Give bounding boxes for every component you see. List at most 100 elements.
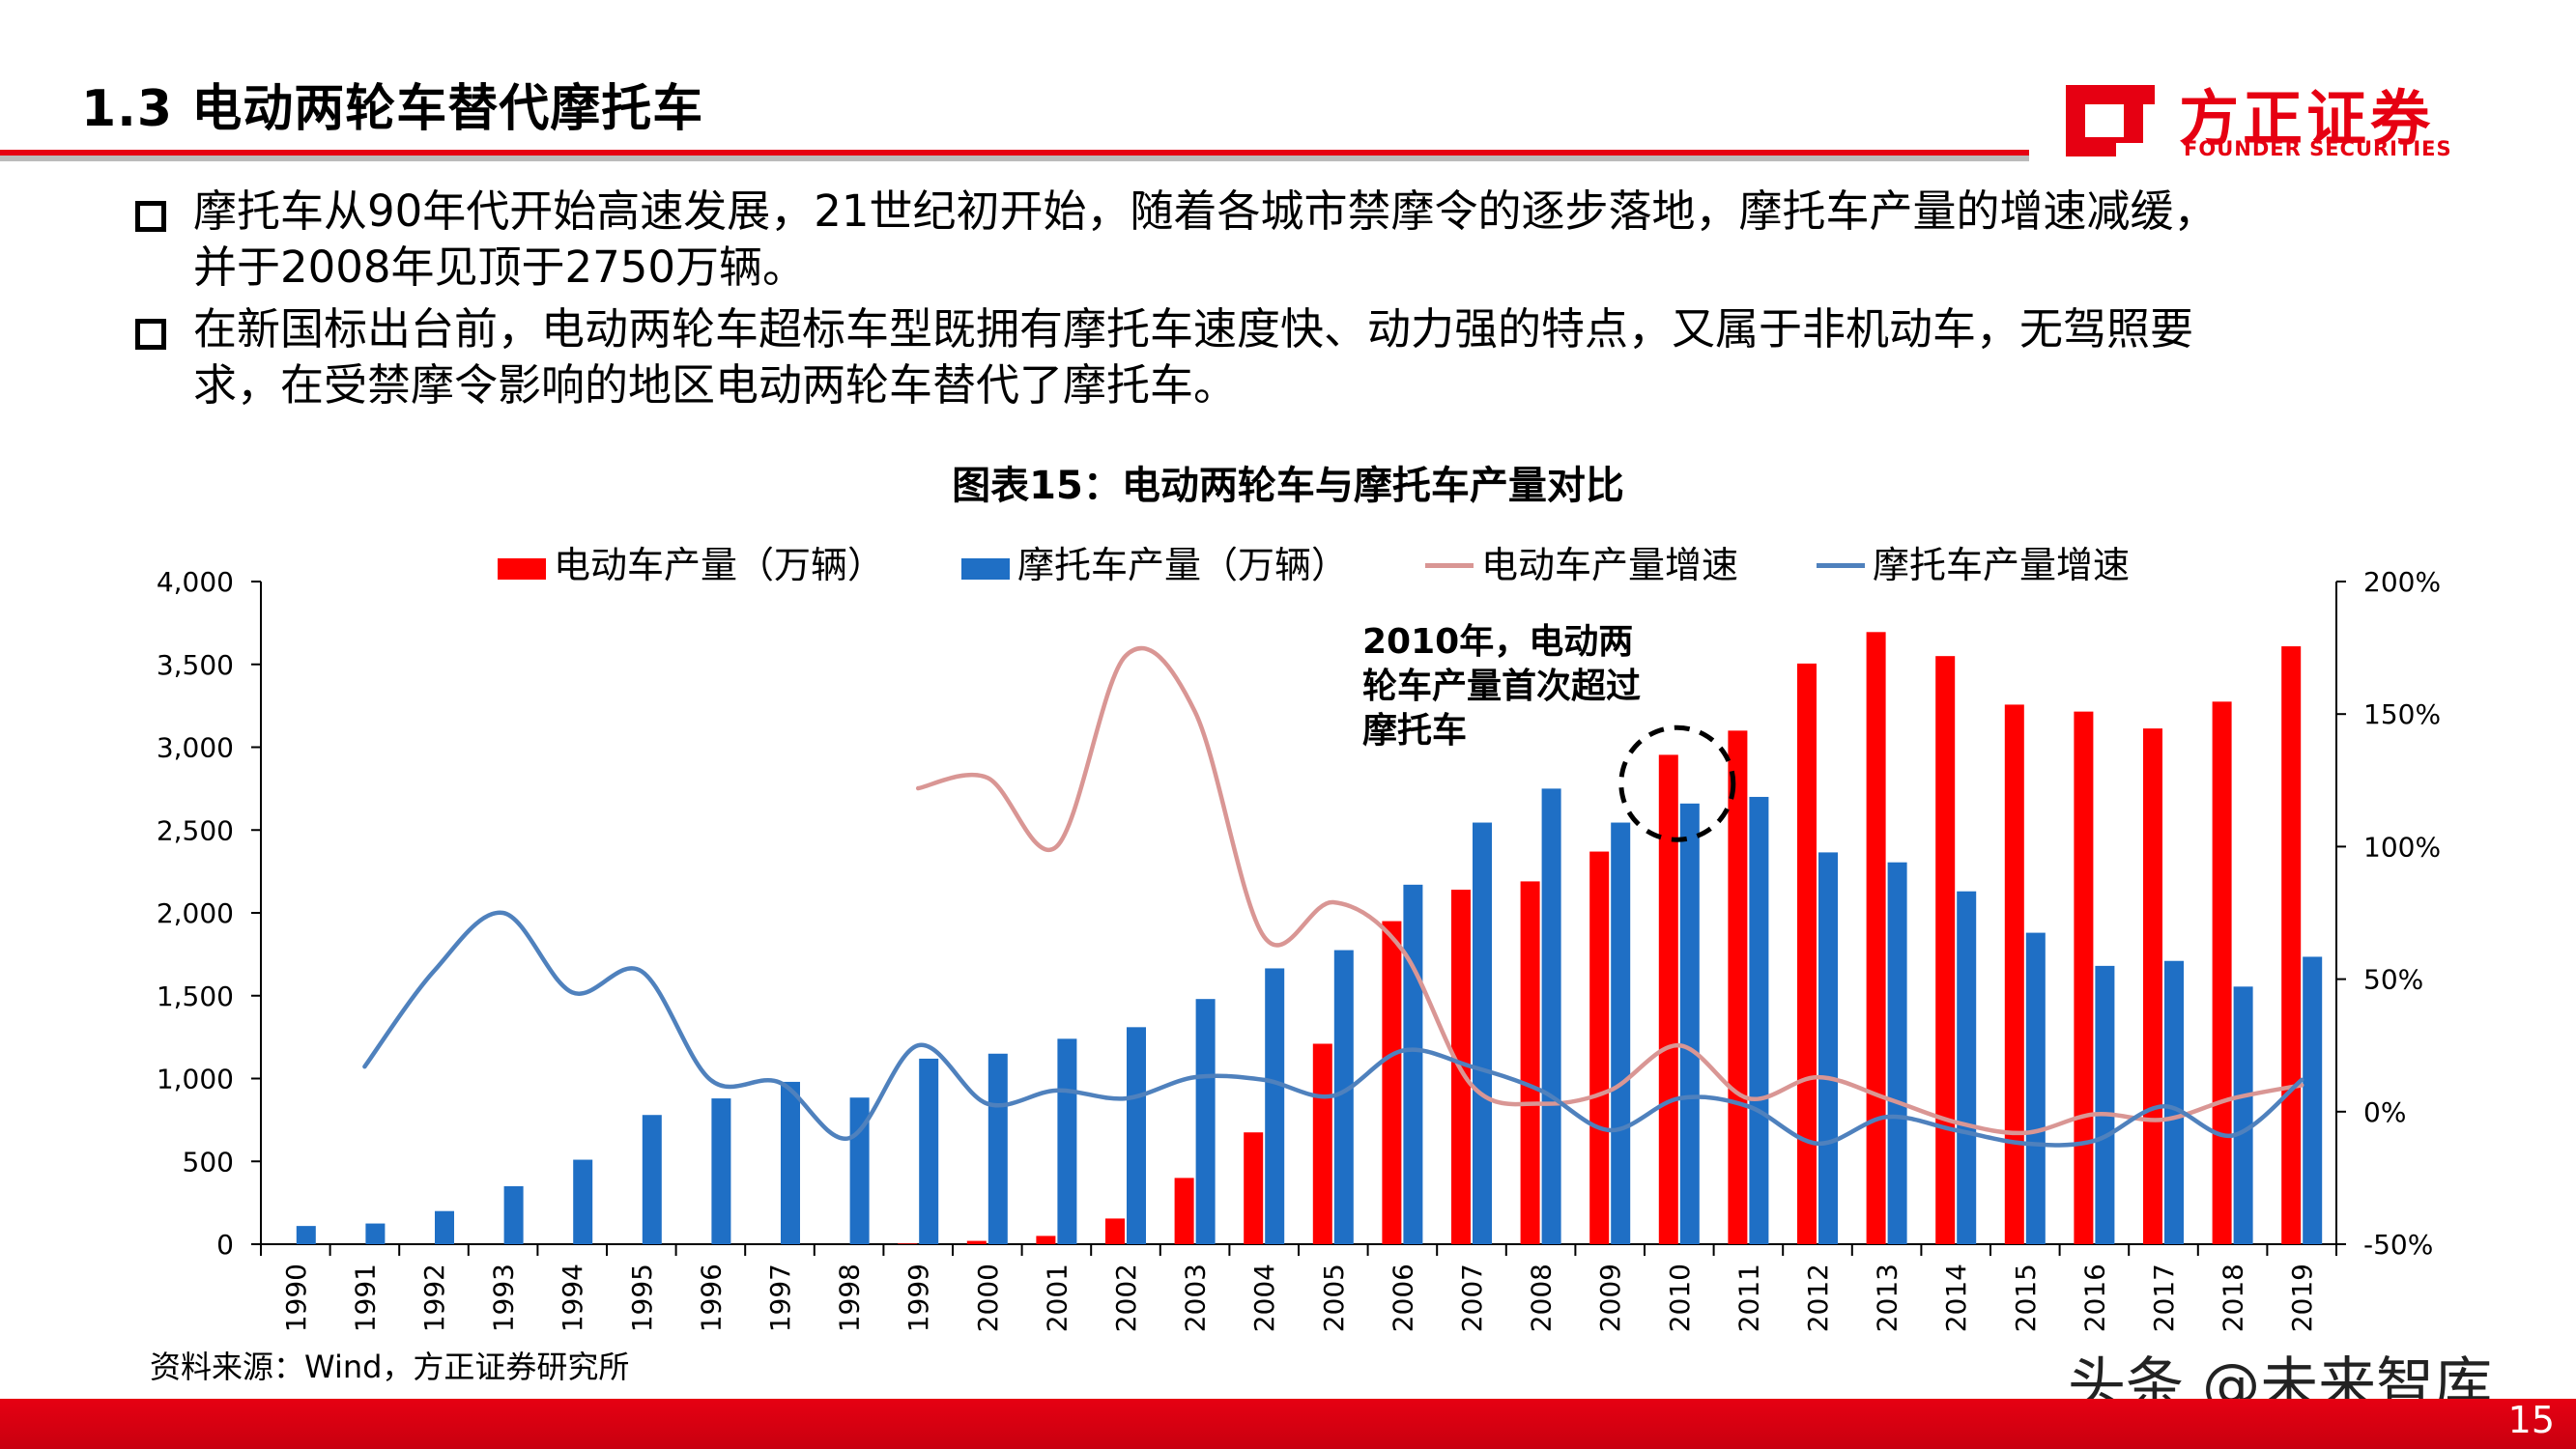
annotation-text-line: 轮车产量首次超过 — [1362, 667, 1641, 706]
bullet-item: 摩托车从90年代开始高速发展，21世纪初开始，随着各城市禁摩令的逐步落地，摩托车… — [135, 184, 2454, 296]
y-left-tick-label: 4,000 — [157, 566, 234, 598]
legend-label: 摩托车产量增速 — [1873, 544, 2131, 586]
ebike-output-bar — [1866, 632, 1886, 1244]
x-tick-label: 2001 — [1041, 1264, 1073, 1332]
legend-label: 电动车产量增速 — [1481, 544, 1739, 586]
annotation-dashed-circle — [1618, 724, 1736, 842]
bullet-text-line: 求，在受禁摩令影响的地区电动两轮车替代了摩托车。 — [193, 359, 1238, 411]
y-left-tick-label: 500 — [183, 1146, 234, 1178]
x-tick-label: 2003 — [1180, 1264, 1212, 1332]
ebike-output-bar — [2004, 704, 2024, 1244]
ebike-output-bar — [1935, 656, 1956, 1244]
y-right-tick-label: 200% — [2363, 566, 2441, 598]
moto-output-bar — [642, 1115, 662, 1244]
x-tick-label: 1999 — [902, 1264, 934, 1332]
moto-output-bar — [365, 1223, 386, 1244]
ebike-output-bar — [1589, 851, 1610, 1244]
x-tick-label: 2002 — [1110, 1264, 1142, 1332]
y-left-tick-label: 1,000 — [157, 1064, 234, 1095]
y-right-tick-label: 150% — [2363, 698, 2441, 730]
ebike-output-bar — [2143, 728, 2162, 1244]
ebike-output-bar — [1105, 1218, 1125, 1244]
x-tick-label: 2016 — [2078, 1264, 2110, 1332]
x-tick-label: 1997 — [764, 1264, 796, 1332]
bullet-square-icon — [135, 201, 166, 232]
ebike-output-bar — [1797, 663, 1817, 1244]
annotation-text-line: 2010年，电动两 — [1362, 622, 1633, 662]
footer-bar — [0, 1399, 2576, 1449]
y-right-tick-label: -50% — [2363, 1229, 2433, 1261]
x-tick-label: 2014 — [1940, 1264, 1972, 1332]
x-tick-label: 2009 — [1594, 1264, 1626, 1332]
legend-swatch — [961, 558, 1010, 580]
moto-growth-line — [362, 910, 2304, 1148]
moto-output-bar — [296, 1226, 316, 1244]
moto-output-bar — [1818, 852, 1838, 1244]
moto-output-bar — [1195, 999, 1216, 1244]
ebike-output-bar — [1312, 1043, 1332, 1244]
ebike-output-bar — [1728, 730, 1748, 1244]
moto-output-bar — [2164, 960, 2184, 1244]
annotation-text-line: 摩托车 — [1362, 711, 1467, 751]
bullet-text-line: 并于2008年见顶于2750万辆。 — [193, 242, 807, 293]
ebike-growth-line — [915, 645, 2304, 1136]
ebike-output-bar — [1382, 921, 1402, 1244]
moto-output-bar — [1127, 1027, 1146, 1244]
moto-output-bar — [2233, 986, 2253, 1244]
logo-chinese-name: 方正证券 — [2179, 83, 2435, 154]
bullet-text-line: 在新国标出台前，电动两轮车超标车型既拥有摩托车速度快、动力强的特点，又属于非机动… — [193, 303, 2194, 355]
x-tick-label: 1990 — [280, 1264, 312, 1332]
x-tick-label: 2011 — [1732, 1264, 1764, 1332]
legend-label: 电动车产量（万辆） — [554, 544, 885, 586]
x-tick-label: 2010 — [1664, 1264, 1696, 1332]
x-tick-label: 1995 — [626, 1264, 658, 1332]
ebike-output-bar — [2074, 711, 2094, 1244]
moto-output-bar — [1611, 822, 1631, 1244]
x-tick-label: 2012 — [1802, 1264, 1834, 1332]
ebike-output-bar — [1174, 1178, 1194, 1244]
legend-label: 摩托车产量（万辆） — [1017, 544, 1349, 586]
moto-output-bar — [2025, 932, 2046, 1244]
x-tick-label: 2013 — [1872, 1264, 1903, 1332]
x-tick-label: 1998 — [834, 1264, 866, 1332]
x-tick-label: 2017 — [2148, 1264, 2180, 1332]
bullet-square-icon — [135, 319, 166, 350]
y-left-tick-label: 1,500 — [157, 980, 234, 1012]
moto-output-bar — [919, 1058, 939, 1244]
y-right-tick-label: 100% — [2363, 831, 2441, 863]
chart-title: 图表15：电动两轮车与摩托车产量对比 — [952, 464, 1624, 508]
ebike-output-bar — [1658, 754, 1678, 1244]
slide-title: 1.3 电动两轮车替代摩托车 — [81, 80, 704, 138]
moto-output-bar — [711, 1098, 731, 1244]
legend-swatch — [1817, 563, 1865, 568]
moto-output-bar — [781, 1081, 800, 1244]
moto-output-bar — [2303, 956, 2323, 1244]
x-tick-label: 2000 — [972, 1264, 1004, 1332]
moto-output-bar — [2095, 965, 2115, 1244]
moto-output-bar — [1333, 950, 1354, 1244]
x-tick-label: 2006 — [1387, 1264, 1418, 1332]
moto-output-bar — [1887, 862, 1907, 1244]
moto-output-bar — [435, 1210, 454, 1244]
x-tick-label: 1996 — [695, 1264, 727, 1332]
y-left-tick-label: 3,000 — [157, 732, 234, 764]
y-left-tick-label: 2,500 — [157, 814, 234, 846]
page-number: 15 — [2507, 1399, 2555, 1441]
bullet-item: 在新国标出台前，电动两轮车超标车型既拥有摩托车速度快、动力强的特点，又属于非机动… — [135, 301, 2454, 413]
company-logo: 方正证券 FOUNDER SECURITIES — [2058, 75, 2493, 162]
logo-english-name: FOUNDER SECURITIES — [2184, 137, 2452, 160]
moto-output-bar — [1265, 968, 1285, 1244]
x-tick-label: 2004 — [1248, 1264, 1280, 1332]
ebike-output-bar — [1036, 1236, 1056, 1244]
y-right-tick-label: 0% — [2363, 1096, 2406, 1128]
moto-output-bar — [1957, 891, 1977, 1244]
x-tick-label: 1993 — [488, 1264, 520, 1332]
moto-output-bar — [1403, 884, 1423, 1244]
x-tick-label: 1994 — [557, 1264, 588, 1332]
ebike-output-bar — [898, 1243, 918, 1244]
x-tick-label: 2005 — [1318, 1264, 1350, 1332]
x-tick-label: 2008 — [1526, 1264, 1558, 1332]
moto-output-bar — [503, 1185, 524, 1244]
ebike-output-bar — [966, 1240, 987, 1244]
y-left-tick-label: 0 — [216, 1229, 234, 1261]
